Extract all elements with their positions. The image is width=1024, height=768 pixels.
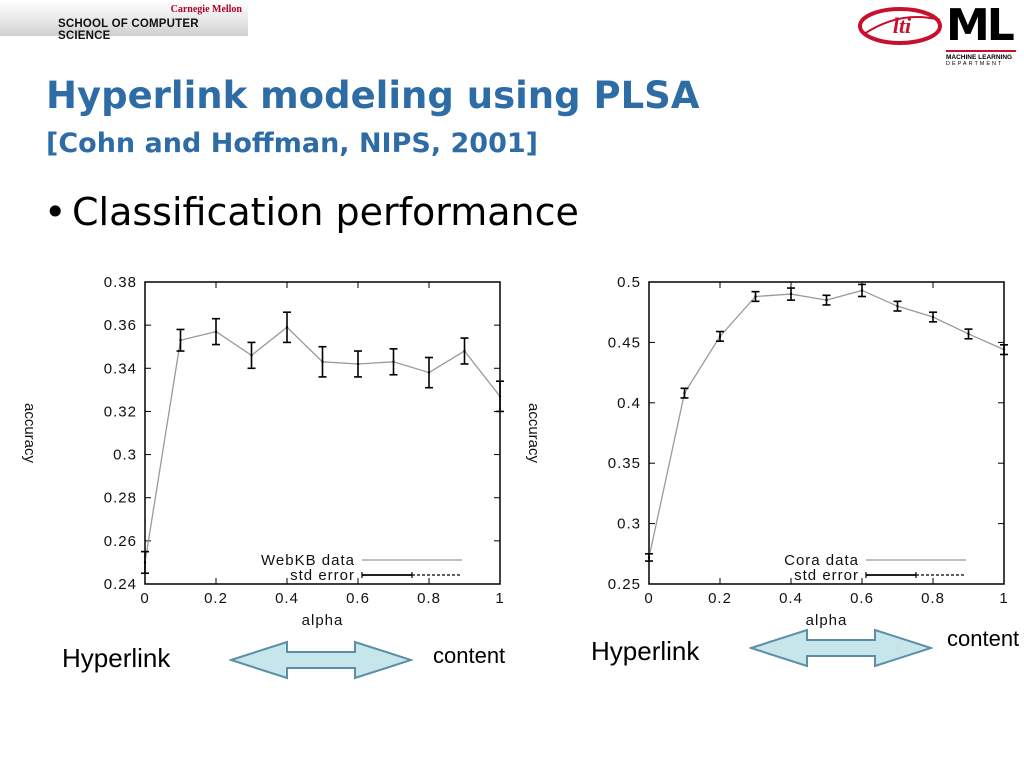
webkb-ytick-label: 0.36 [104, 317, 137, 334]
webkb-ytick-label: 0.32 [104, 403, 137, 420]
cora-point [825, 298, 828, 302]
webkb-xtick-label: 0.8 [417, 590, 441, 607]
cora-yaxis-label: accuracy [525, 403, 542, 464]
ml-logo-sub1: MACHINE LEARNING [946, 54, 1013, 61]
school-name: SCHOOL OF COMPUTER SCIENCE [58, 18, 199, 42]
cora-point [967, 332, 970, 336]
lti-logo-text: lti [893, 13, 912, 38]
cora-chart: 0.25 0.3 0.35 0.4 0.45 0.5 0 0.2 0.4 0.6 0.8 1 alpha… [525, 274, 1008, 629]
cora-xtick-label: 0.4 [779, 590, 803, 607]
cora-point [896, 304, 899, 308]
right-double-arrow [749, 628, 933, 668]
slide-title: Hyperlink modeling using PLSA [46, 74, 700, 117]
slide-subtitle: [Cohn and Hoffman, NIPS, 2001] [46, 128, 538, 159]
webkb-ytick-label: 0.26 [104, 533, 137, 550]
cmu-header-band: Carnegie Mellon SCHOOL OF COMPUTER SCIEN… [0, 0, 248, 42]
webkb-plot-frame [144, 281, 501, 585]
webkb-point [143, 561, 147, 564]
ml-logo-sub2: DEPARTMENT [946, 61, 1004, 67]
right-content-label: content [947, 626, 1020, 651]
cora-point [931, 315, 935, 319]
webkb-point [498, 395, 502, 398]
cora-xtick-label: 0.8 [921, 590, 945, 607]
right-hyperlink-label: Hyperlink [591, 636, 700, 666]
bullet-dot: • [44, 190, 67, 234]
cora-ytick-label: 0.3 [617, 516, 641, 533]
webkb-chart: 0.24 0.26 0.28 0.3 0.32 0.34 0.36 0.38 0 0.2 0.4 0.… [21, 274, 504, 629]
webkb-xtick-label: 1 [495, 590, 504, 607]
ml-logo-text: ML [946, 0, 1015, 51]
bullet-item: • Classification performance [44, 190, 579, 234]
webkb-point [179, 339, 182, 342]
left-content-label: content [433, 643, 506, 668]
webkb-point [214, 330, 218, 333]
webkb-ytick-label: 0.28 [104, 490, 137, 507]
cora-plot-frame [648, 281, 1005, 585]
webkb-xtick-label: 0.6 [346, 590, 370, 607]
webkb-ytick-label: 0.3 [113, 447, 137, 464]
cora-xtick-label: 1 [999, 590, 1008, 607]
webkb-xaxis-label: alpha [302, 612, 344, 629]
bullet-text: Classification performance [72, 190, 579, 234]
cora-ytick-label: 0.5 [617, 274, 641, 291]
cmu-wordmark: Carnegie Mellon [170, 4, 242, 15]
ml-logo: ML MACHINE LEARNING DEPARTMENT [946, 2, 1020, 74]
cora-series-line [648, 289, 1005, 558]
webkb-legend-label: std error [290, 567, 355, 584]
cora-xtick-label: 0.6 [850, 590, 874, 607]
cora-ytick-label: 0.25 [608, 576, 641, 593]
webkb-point [427, 371, 431, 374]
webkb-point [321, 360, 324, 364]
cora-point [754, 295, 757, 298]
webkb-point [463, 349, 466, 353]
webkb-ytick-label: 0.34 [104, 360, 137, 377]
cora-xaxis-label: alpha [806, 612, 848, 629]
cora-point [718, 335, 722, 338]
cora-xtick-label: 0 [644, 590, 653, 607]
webkb-yaxis-label: accuracy [21, 403, 38, 464]
cora-xtick-label: 0.2 [708, 590, 732, 607]
webkb-xtick-label: 0.2 [204, 590, 228, 607]
left-hyperlink-label: Hyperlink [62, 643, 171, 673]
lti-logo: lti [858, 7, 942, 45]
cora-legend-label: std error [794, 567, 859, 584]
webkb-xtick-label: 0 [140, 590, 149, 607]
webkb-ytick-label: 0.38 [104, 274, 137, 291]
cora-point [860, 289, 864, 292]
webkb-legend-label: WebKB data [261, 552, 355, 569]
cora-ytick-label: 0.45 [608, 334, 641, 351]
webkb-point [285, 326, 289, 329]
webkb-point [250, 354, 253, 357]
cora-point [683, 391, 686, 395]
cora-ytick-label: 0.35 [608, 455, 641, 472]
cora-point [789, 292, 793, 296]
left-double-arrow [229, 640, 413, 680]
cora-point [647, 556, 651, 559]
cora-point [1002, 348, 1006, 351]
cora-ytick-label: 0.4 [617, 395, 641, 412]
cora-legend-label: Cora data [784, 552, 859, 569]
webkb-ytick-label: 0.24 [104, 576, 137, 593]
webkb-xtick-label: 0.4 [275, 590, 299, 607]
webkb-point [392, 360, 395, 364]
webkb-point [356, 362, 360, 366]
